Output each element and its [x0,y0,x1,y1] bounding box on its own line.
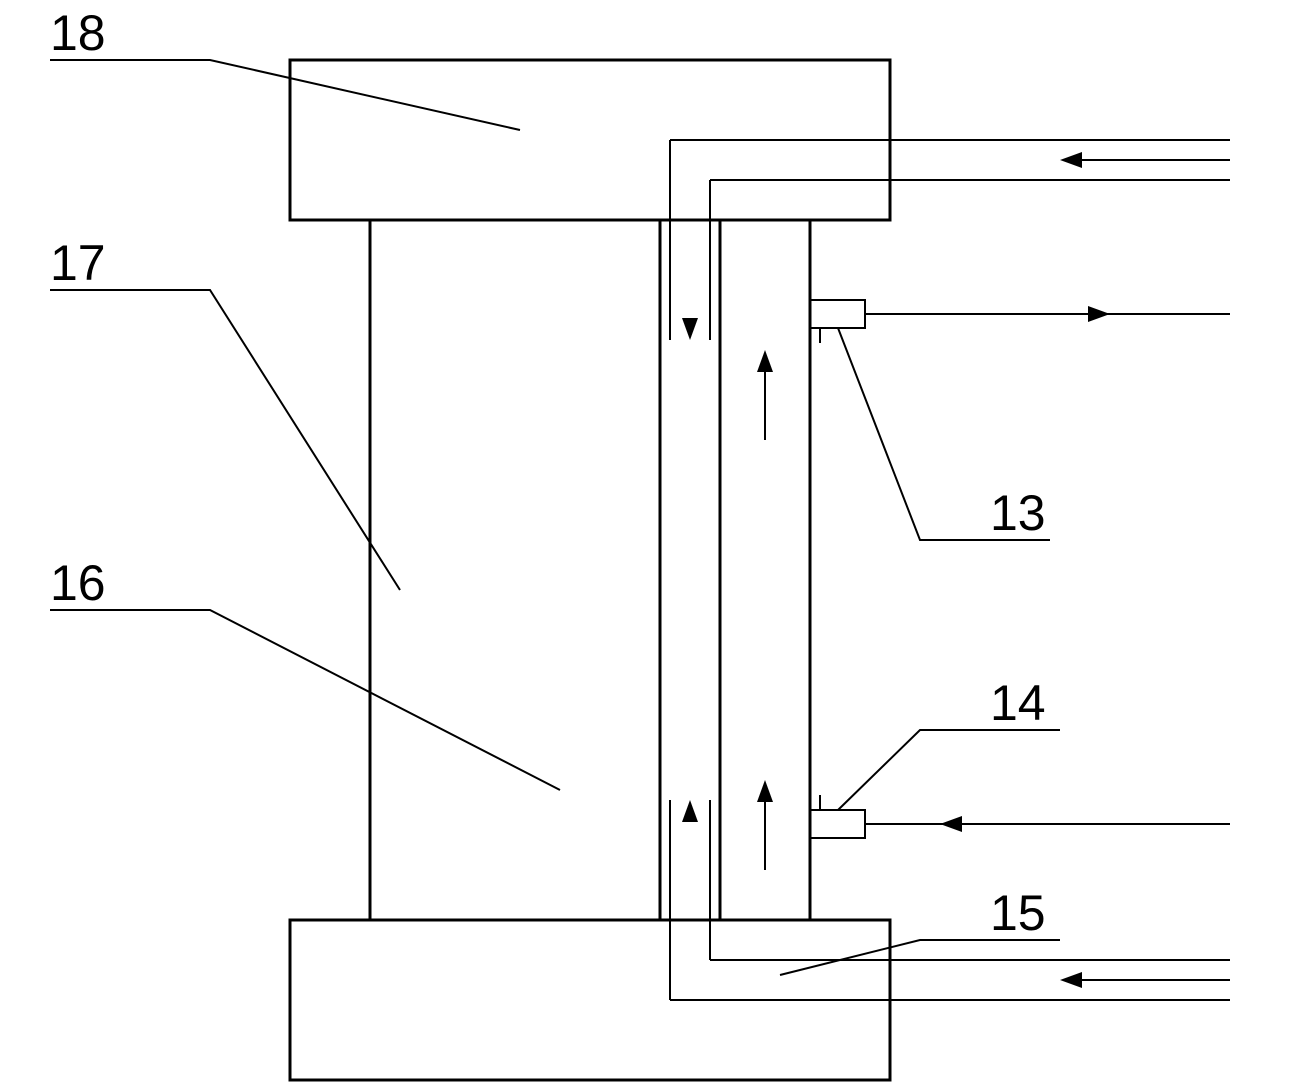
svg-text:14: 14 [990,675,1046,731]
svg-text:17: 17 [50,235,106,291]
svg-text:18: 18 [50,5,106,61]
svg-text:13: 13 [990,485,1046,541]
svg-text:16: 16 [50,555,106,611]
svg-text:15: 15 [990,885,1046,941]
